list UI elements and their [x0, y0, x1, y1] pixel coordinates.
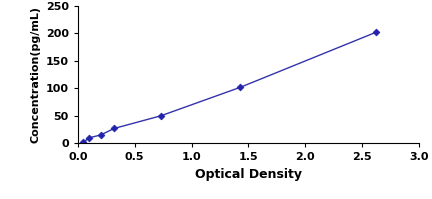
Y-axis label: Concentration(pg/mL): Concentration(pg/mL)	[30, 6, 40, 143]
X-axis label: Optical Density: Optical Density	[195, 168, 302, 181]
